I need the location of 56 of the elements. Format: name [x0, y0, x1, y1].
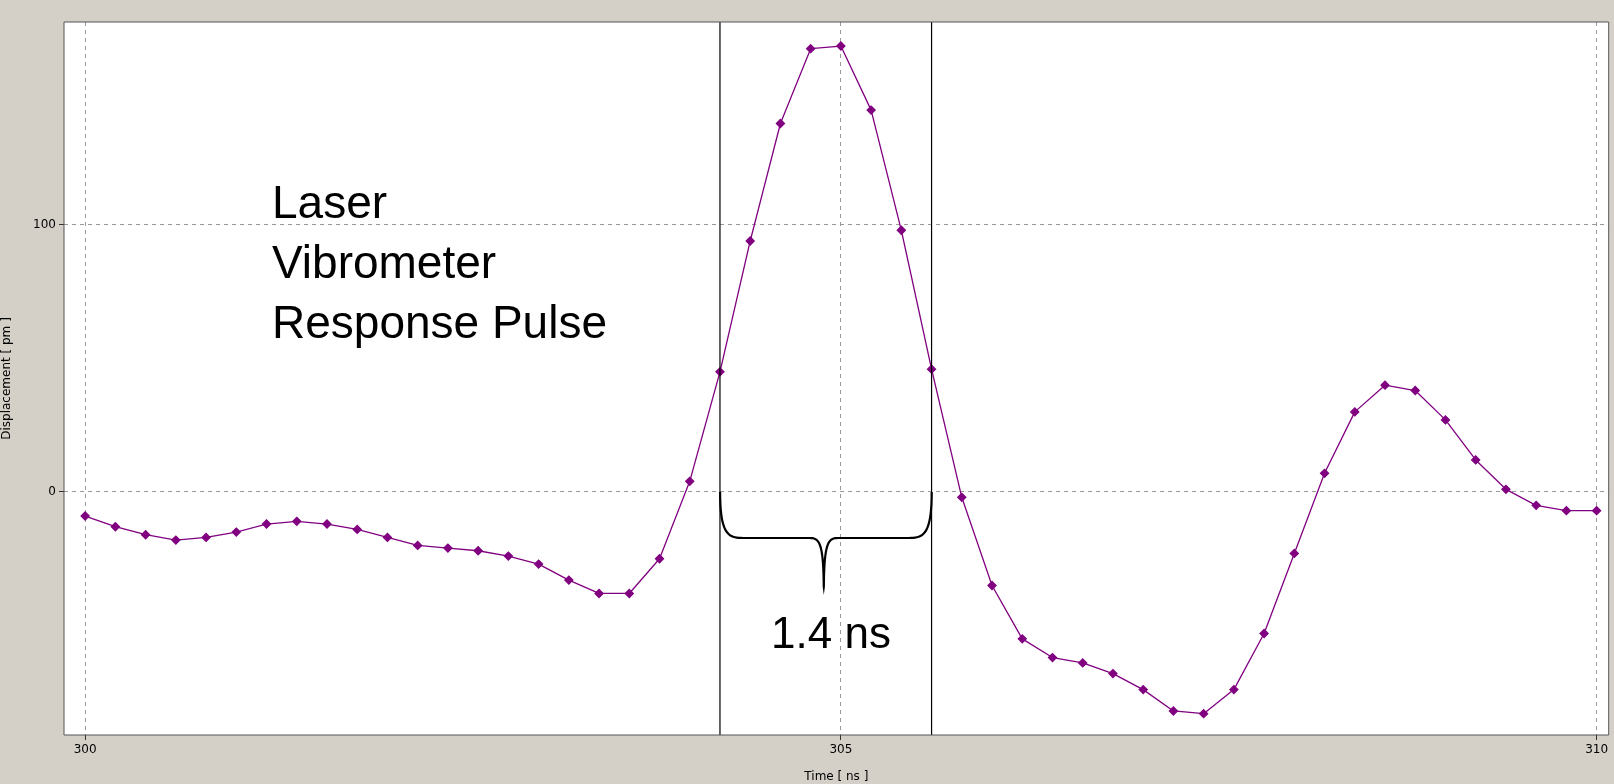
- x-axis-title: Time [ ns ]: [803, 768, 869, 783]
- point: [1440, 415, 1451, 425]
- point: [957, 492, 967, 502]
- point: [140, 530, 151, 540]
- point: [1198, 708, 1209, 719]
- point: [80, 511, 90, 521]
- point: [533, 559, 544, 569]
- point: [473, 546, 483, 556]
- point: [594, 588, 604, 599]
- point: [1138, 684, 1148, 695]
- point: [1289, 548, 1299, 559]
- point: [201, 532, 211, 543]
- point: [443, 543, 453, 553]
- annotation: Laser Vibrometer Response Pulse: [272, 175, 607, 350]
- point: [987, 580, 997, 591]
- y-tick-label: 0: [48, 484, 56, 499]
- point: [745, 236, 755, 246]
- point: [1380, 380, 1390, 390]
- point: [1501, 484, 1511, 494]
- x-tick-label: 305: [829, 742, 853, 757]
- x-tick-label: 300: [73, 742, 97, 757]
- point: [261, 519, 272, 529]
- point: [896, 225, 906, 235]
- point: [564, 575, 574, 585]
- point: [1259, 628, 1269, 639]
- point: [503, 551, 514, 561]
- point: [624, 588, 634, 599]
- point: [1591, 506, 1602, 516]
- point: [1561, 506, 1572, 516]
- point: [1017, 634, 1027, 644]
- point: [1350, 407, 1360, 417]
- point: [110, 522, 121, 532]
- point: [231, 527, 241, 537]
- y-tick-label: 100: [33, 217, 56, 232]
- point: [685, 476, 695, 486]
- point: [1108, 668, 1118, 679]
- point: [1168, 706, 1179, 716]
- point: [1319, 468, 1330, 478]
- point: [1229, 684, 1239, 695]
- point: [866, 105, 876, 115]
- point: [654, 554, 665, 564]
- point: [775, 118, 786, 129]
- x-tick-label: 310: [1585, 742, 1609, 757]
- point: [1471, 455, 1481, 465]
- y-axis-title: Displacement [ pm ]: [0, 317, 14, 440]
- point: [292, 516, 302, 527]
- point: [1078, 658, 1088, 668]
- point: [382, 532, 393, 543]
- point: [1410, 385, 1420, 396]
- point: [836, 41, 846, 51]
- point: [806, 44, 816, 54]
- point: [171, 535, 181, 545]
- point: [1531, 500, 1541, 510]
- annotation: 1.4 ns: [771, 608, 891, 658]
- point: [413, 540, 423, 551]
- point: [352, 524, 362, 535]
